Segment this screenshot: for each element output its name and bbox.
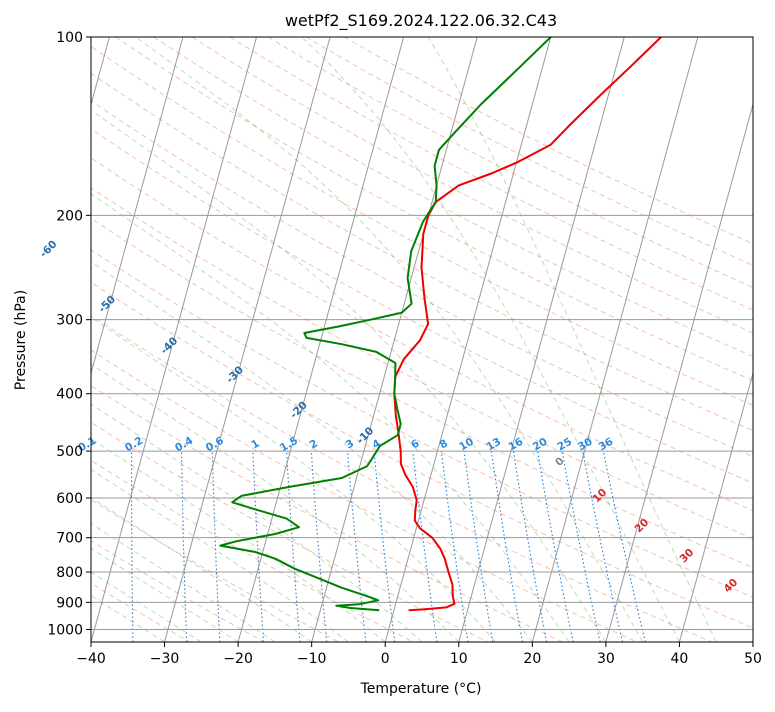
dry-adiabat bbox=[268, 37, 775, 642]
plot-frame bbox=[91, 37, 753, 642]
mixing-ratio-label: 1 bbox=[249, 437, 261, 451]
y-tick-label: 800 bbox=[56, 565, 83, 581]
x-tick-label: 20 bbox=[523, 651, 541, 667]
mixing-ratio-line bbox=[83, 451, 85, 642]
mixing-ratio-line bbox=[562, 451, 600, 642]
moist-adiabat bbox=[0, 50, 422, 642]
mixing-ratio-line bbox=[182, 451, 187, 642]
moist-adiabat bbox=[0, 84, 385, 642]
mixing-ratio-line bbox=[603, 451, 645, 642]
dry-adiabat bbox=[0, 37, 488, 642]
background-lines bbox=[0, 37, 775, 642]
mixing-ratio-label: 2 bbox=[308, 437, 320, 451]
isotherm-label: -70 bbox=[0, 182, 1, 204]
x-tick-label: 0 bbox=[381, 651, 390, 667]
dry-adiabat bbox=[1, 37, 775, 642]
x-tick-label: −10 bbox=[297, 651, 327, 667]
isotherm bbox=[753, 37, 775, 642]
isotherm-label: -50 bbox=[96, 293, 118, 315]
dry-adiabat bbox=[0, 37, 563, 642]
y-tick-label: 500 bbox=[56, 444, 83, 460]
isotherm-label: -20 bbox=[288, 399, 310, 421]
isotherm-label: -40 bbox=[158, 335, 180, 357]
dry-adiabat-label: 30 bbox=[677, 546, 696, 565]
isotherm bbox=[17, 37, 183, 642]
mixing-ratio-line bbox=[348, 451, 366, 642]
mixing-ratio-label: 8 bbox=[438, 437, 450, 451]
dry-adiabat bbox=[0, 37, 264, 642]
dry-adiabat-label: 20 bbox=[632, 516, 651, 535]
mixing-ratio-line bbox=[464, 451, 493, 642]
mixing-ratio-line bbox=[253, 451, 264, 642]
x-tick-label: −30 bbox=[150, 651, 180, 667]
moist-adiabat bbox=[0, 133, 312, 642]
chart-title: wetPf2_S169.2024.122.06.32.C43 bbox=[285, 11, 557, 31]
dry-adiabat bbox=[0, 37, 413, 642]
isotherm bbox=[459, 37, 625, 642]
x-axis-label: Temperature (°C) bbox=[360, 681, 482, 697]
moist-adiabat bbox=[0, 195, 201, 642]
y-tick-label: 400 bbox=[56, 387, 83, 403]
isotherm bbox=[312, 37, 478, 642]
series-layer bbox=[220, 37, 661, 610]
isotherm-label: -60 bbox=[38, 238, 60, 260]
mixing-ratio-line bbox=[374, 451, 395, 642]
x-tick-label: 10 bbox=[450, 651, 468, 667]
mixing-ratio-line bbox=[287, 451, 300, 642]
isotherm bbox=[385, 37, 551, 642]
x-tick-label: 40 bbox=[671, 651, 689, 667]
mixing-ratio-line bbox=[413, 451, 437, 642]
x-tick-label: −40 bbox=[76, 651, 106, 667]
moist-adiabat bbox=[0, 105, 348, 643]
y-tick-label: 700 bbox=[56, 531, 83, 547]
mixing-ratio-line bbox=[441, 451, 468, 642]
isotherm bbox=[679, 37, 775, 642]
mixing-ratio-line bbox=[132, 451, 133, 642]
mixing-ratio-label: 6 bbox=[409, 437, 421, 451]
x-tick-label: 50 bbox=[744, 651, 762, 667]
dry-adiabat-label: 40 bbox=[721, 576, 740, 595]
y-axis-label: Pressure (hPa) bbox=[13, 290, 29, 390]
mixing-ratio-line bbox=[513, 451, 546, 642]
dry-adiabat-label: 0 bbox=[553, 455, 567, 469]
dry-adiabat bbox=[344, 37, 775, 642]
mixing-ratio-label: 3 bbox=[344, 437, 356, 451]
y-tick-label: 100 bbox=[56, 30, 83, 46]
y-tick-label: 300 bbox=[56, 313, 83, 329]
dry-adiabat bbox=[0, 37, 712, 642]
mixing-ratio-line bbox=[212, 451, 220, 642]
x-tick-label: −20 bbox=[223, 651, 253, 667]
y-tick-label: 1000 bbox=[47, 622, 83, 638]
x-tick-label: 30 bbox=[597, 651, 615, 667]
y-tick-label: 900 bbox=[56, 595, 83, 611]
y-tick-label: 200 bbox=[56, 208, 83, 224]
dry-adiabat bbox=[40, 37, 775, 642]
moist-adiabat bbox=[0, 37, 459, 642]
y-tick-label: 600 bbox=[56, 491, 83, 507]
